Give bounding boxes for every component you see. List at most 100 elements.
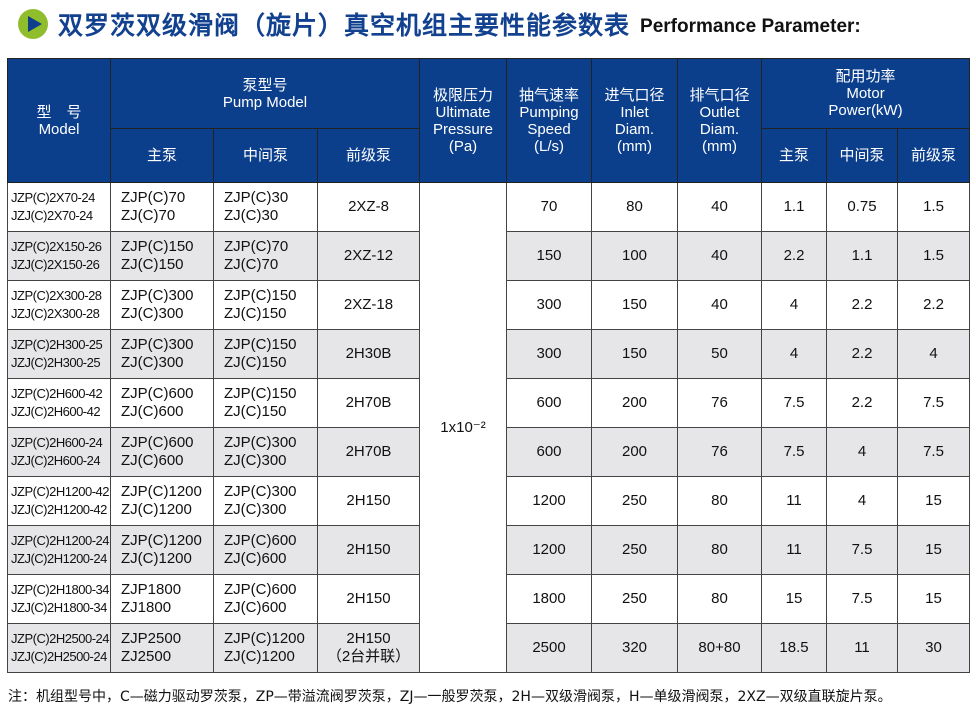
cell-inlet: 200 [591, 427, 678, 477]
cell-inlet: 250 [591, 574, 678, 624]
cell-p3: 15 [896, 574, 971, 624]
cell-p2: 4 [826, 476, 898, 526]
table-row: JZP(C)2H1200-24 JZJ(C)2H1200-24 ZJP(C)1200… [7, 525, 971, 575]
cell-p3: 7.5 [896, 378, 971, 428]
cell-p2: 2.2 [826, 280, 898, 330]
cell-model: JZP(C)2X150-26 JZJ(C)2X150-26 [7, 231, 111, 281]
table-row: JZP(C)2X70-24 JZJ(C)2X70-24 ZJP(C)70 ZJ(C)7… [7, 182, 971, 673]
cell-main: ZJP(C)300 ZJ(C)300 [110, 280, 214, 330]
cell-p1: 1.1 [761, 182, 827, 232]
cell-inlet: 80 [591, 182, 678, 232]
header-pressure: 极限压力 Ultimate Pressure (Pa) [419, 58, 507, 183]
cell-outlet: 80 [677, 525, 762, 575]
cell-main: ZJP(C)150 ZJ(C)150 [110, 231, 214, 281]
header-inlet: 进气口径 Inlet Diam. (mm) [591, 58, 678, 183]
cell-mid: ZJP(C)300 ZJ(C)300 [213, 427, 318, 477]
cell-speed: 300 [506, 329, 592, 379]
cell-fore: 2H30B [317, 329, 420, 379]
cell-p1: 18.5 [761, 623, 827, 673]
cell-model: JZP(C)2H1200-42 JZJ(C)2H1200-42 [7, 476, 111, 526]
cell-inlet: 150 [591, 329, 678, 379]
cell-model: JZP(C)2H300-25 JZJ(C)2H300-25 [7, 329, 111, 379]
cell-inlet: 100 [591, 231, 678, 281]
cell-outlet: 80 [677, 574, 762, 624]
cell-outlet: 80 [677, 476, 762, 526]
header-fore: 前级泵 [317, 128, 420, 183]
table-row: JZP(C)2H600-42 JZJ(C)2H600-42 ZJP(C)600 ZJ(… [7, 378, 971, 428]
cell-p3: 7.5 [896, 427, 971, 477]
cell-p3: 15 [896, 476, 971, 526]
cell-inlet: 320 [591, 623, 678, 673]
cell-p1: 7.5 [761, 378, 827, 428]
cell-pressure: 1x10⁻² [419, 182, 507, 673]
header-speed: 抽气速率 Pumping Speed (L/s) [506, 58, 592, 183]
table-row: JZP(C)2H300-25 JZJ(C)2H300-25 ZJP(C)300 ZJ(… [7, 329, 971, 379]
header-power-main: 主泵 [761, 128, 827, 183]
cell-mid: ZJP(C)150 ZJ(C)150 [213, 329, 318, 379]
cell-speed: 150 [506, 231, 592, 281]
header-outlet: 排气口径 Outlet Diam. (mm) [677, 58, 762, 183]
cell-outlet: 80+80 [677, 623, 762, 673]
table-row: JZP(C)2X150-26 JZJ(C)2X150-26 ZJP(C)150 ZJ(… [7, 231, 971, 281]
cell-model: JZP(C)2X300-28 JZJ(C)2X300-28 [7, 280, 111, 330]
cell-fore: 2H150 [317, 525, 420, 575]
cell-p2: 1.1 [826, 231, 898, 281]
cell-mid: ZJP(C)150 ZJ(C)150 [213, 378, 318, 428]
cell-outlet: 50 [677, 329, 762, 379]
footnote: 注：机组型号中，C—磁力驱动罗茨泵，ZP—带溢流阀罗茨泵，ZJ—一般罗茨泵，2H… [8, 689, 892, 705]
cell-speed: 300 [506, 280, 592, 330]
cell-p2: 0.75 [826, 182, 898, 232]
cell-fore: 2XZ-8 [317, 182, 420, 232]
page-title: 双罗茨双级滑阀（旋片）真空机组主要性能参数表 Performance Param… [18, 6, 861, 42]
cell-mid: ZJP(C)600 ZJ(C)600 [213, 525, 318, 575]
cell-main: ZJP(C)70 ZJ(C)70 [110, 182, 214, 232]
cell-main: ZJP(C)1200 ZJ(C)1200 [110, 525, 214, 575]
cell-p2: 11 [826, 623, 898, 673]
cell-main: ZJP(C)1200 ZJ(C)1200 [110, 476, 214, 526]
cell-inlet: 250 [591, 476, 678, 526]
cell-outlet: 40 [677, 231, 762, 281]
title-en: Performance Parameter: [640, 16, 861, 37]
cell-speed: 1800 [506, 574, 592, 624]
cell-inlet: 150 [591, 280, 678, 330]
cell-model: JZP(C)2H600-24 JZJ(C)2H600-24 [7, 427, 111, 477]
cell-speed: 70 [506, 182, 592, 232]
cell-p2: 2.2 [826, 378, 898, 428]
cell-outlet: 76 [677, 378, 762, 428]
cell-speed: 600 [506, 378, 592, 428]
table-row: JZP(C)2H1200-42 JZJ(C)2H1200-42 ZJP(C)1200… [7, 476, 971, 526]
cell-p2: 7.5 [826, 525, 898, 575]
header-power-fore: 前级泵 [896, 128, 971, 183]
cell-main: ZJP(C)600 ZJ(C)600 [110, 378, 214, 428]
table-row: JZP(C)2H2500-24 JZJ(C)2H2500-24 ZJP2500 ZJ2… [7, 623, 971, 673]
cell-fore: 2H70B [317, 427, 420, 477]
cell-mid: ZJP(C)30 ZJ(C)30 [213, 182, 318, 232]
header-power-mid: 中间泵 [826, 128, 898, 183]
cell-p3: 15 [896, 525, 971, 575]
header-mid: 中间泵 [213, 128, 318, 183]
cell-speed: 600 [506, 427, 592, 477]
cell-outlet: 40 [677, 280, 762, 330]
cell-model: JZP(C)2H1800-34 JZJ(C)2H1800-34 [7, 574, 111, 624]
cell-model: JZP(C)2H2500-24 JZJ(C)2H2500-24 [7, 623, 111, 673]
table-row: JZP(C)2H600-24 JZJ(C)2H600-24 ZJP(C)600 ZJ(… [7, 427, 971, 477]
cell-main: ZJP1800 ZJ1800 [110, 574, 214, 624]
cell-inlet: 200 [591, 378, 678, 428]
cell-main: ZJP(C)300 ZJ(C)300 [110, 329, 214, 379]
cell-p1: 15 [761, 574, 827, 624]
cell-fore: 2H150 （2台并联） [317, 623, 420, 673]
cell-fore: 2XZ-18 [317, 280, 420, 330]
cell-inlet: 250 [591, 525, 678, 575]
cell-outlet: 76 [677, 427, 762, 477]
cell-fore: 2H150 [317, 574, 420, 624]
cell-fore: 2H150 [317, 476, 420, 526]
cell-outlet: 40 [677, 182, 762, 232]
header-model: 型 号 Model [7, 58, 111, 183]
play-circle-icon [18, 9, 48, 39]
header-power: 配用功率 Motor Power(kW) [760, 58, 971, 129]
cell-p1: 4 [761, 280, 827, 330]
cell-mid: ZJP(C)150 ZJ(C)150 [213, 280, 318, 330]
cell-p1: 11 [761, 476, 827, 526]
cell-model: JZP(C)2H600-42 JZJ(C)2H600-42 [7, 378, 111, 428]
cell-model: JZP(C)2H1200-24 JZJ(C)2H1200-24 [7, 525, 111, 575]
